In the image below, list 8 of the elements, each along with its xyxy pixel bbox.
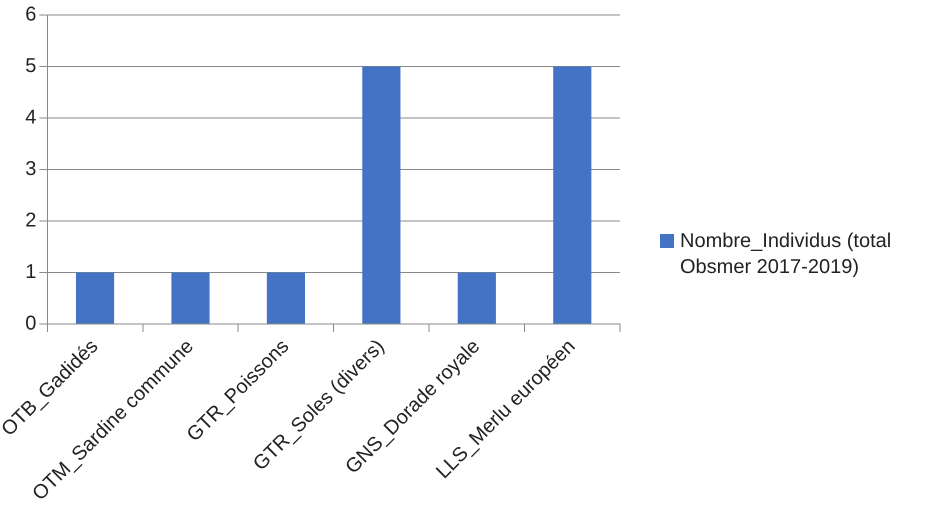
legend-label: Nombre_Individus (total Obsmer 2017-2019) bbox=[680, 229, 892, 280]
y-tick-label: 4 bbox=[25, 106, 36, 129]
y-tick-label: 5 bbox=[25, 55, 36, 78]
y-tick-label: 3 bbox=[25, 158, 36, 180]
y-tick-label: 2 bbox=[25, 210, 36, 232]
y-tick-label: 1 bbox=[25, 260, 36, 283]
y-tick-label: 6 bbox=[25, 4, 36, 26]
y-tick-label: 0 bbox=[25, 312, 36, 334]
